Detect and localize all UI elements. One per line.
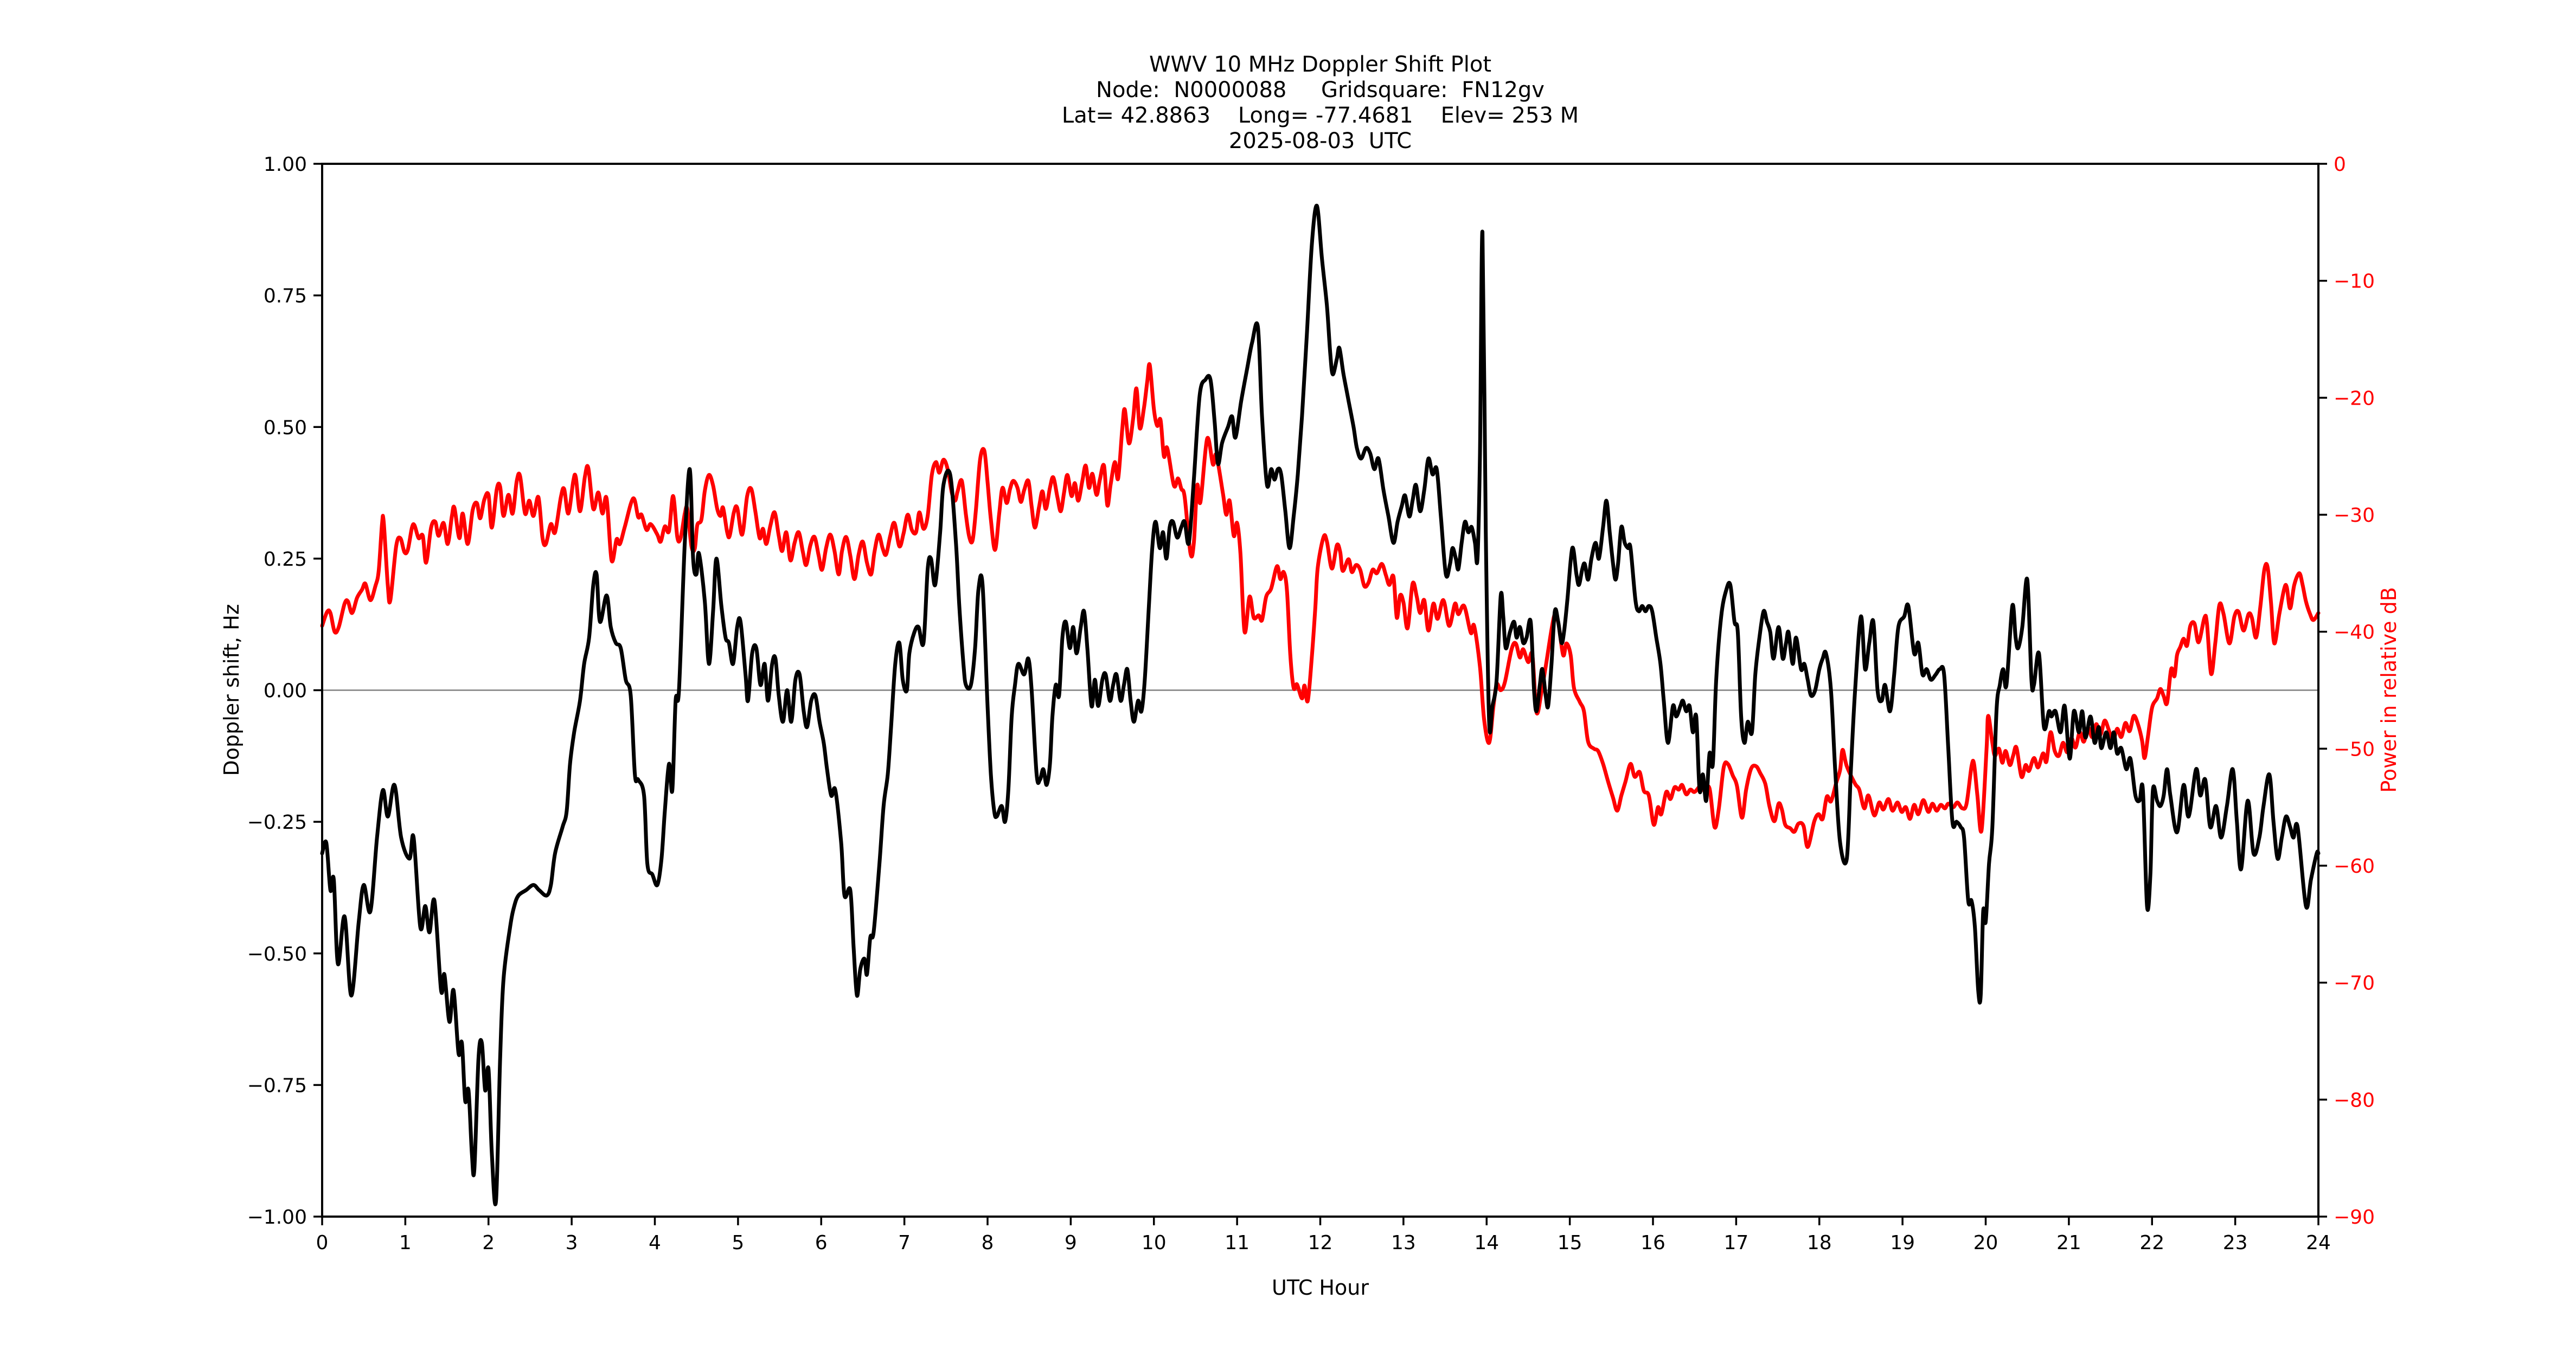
y-left-tick-label: −0.25: [247, 811, 307, 834]
x-tick-label: 11: [1225, 1232, 1249, 1254]
chart-title: WWV 10 MHz Doppler Shift Plot: [1149, 52, 1492, 77]
x-tick-label: 0: [316, 1232, 329, 1254]
y-left-tick-label: 0.50: [264, 417, 307, 439]
x-tick-label: 22: [2139, 1232, 2164, 1254]
x-tick-label: 9: [1065, 1232, 1077, 1254]
y-left-tick-label: 1.00: [264, 153, 307, 176]
y-left-tick-label: 0.75: [264, 285, 307, 308]
x-tick-label: 3: [566, 1232, 578, 1254]
x-tick-label: 1: [399, 1232, 412, 1254]
x-tick-label: 5: [732, 1232, 744, 1254]
x-tick-label: 17: [1723, 1232, 1748, 1254]
chart-subtitle-date: 2025-08-03 UTC: [1228, 129, 1412, 153]
y-right-tick-label: −40: [2334, 622, 2375, 644]
x-tick-label: 15: [1558, 1232, 1582, 1254]
y-left-tick-label: −1.00: [247, 1206, 307, 1229]
y-right-tick-label: −90: [2334, 1206, 2375, 1229]
x-tick-label: 20: [1973, 1232, 1998, 1254]
doppler_shift_hz-line: [320, 203, 2321, 1206]
x-tick-label: 8: [982, 1232, 994, 1254]
x-tick-label: 23: [2223, 1232, 2248, 1254]
x-tick-label: 10: [1142, 1232, 1167, 1254]
x-tick-label: 24: [2306, 1232, 2331, 1254]
y-left-tick-label: 0.00: [264, 680, 307, 702]
x-tick-label: 19: [1890, 1232, 1915, 1254]
y-left-tick-label: −0.50: [247, 943, 307, 965]
x-tick-label: 13: [1391, 1232, 1416, 1254]
y-right-tick-label: −10: [2334, 271, 2375, 293]
y-right-tick-label: −80: [2334, 1089, 2375, 1111]
x-tick-label: 2: [482, 1232, 495, 1254]
chart-title-block: WWV 10 MHz Doppler Shift Plot Node: N000…: [322, 52, 2318, 154]
y-right-tick-label: 0: [2334, 153, 2346, 176]
power_relative_db-line: [320, 362, 2321, 849]
x-tick-label: 4: [649, 1232, 661, 1254]
x-axis-label: UTC Hour: [1272, 1276, 1369, 1300]
x-tick-label: 21: [2056, 1232, 2081, 1254]
x-tick-label: 14: [1474, 1232, 1499, 1254]
y-right-tick-label: −50: [2334, 738, 2375, 760]
y-right-tick-label: −60: [2334, 855, 2375, 878]
y-left-tick-label: 0.25: [264, 548, 307, 571]
x-tick-label: 18: [1807, 1232, 1832, 1254]
y-left-tick-label: −0.75: [247, 1074, 307, 1097]
chart-subtitle-node: Node: N0000088 Gridsquare: FN12gv: [1096, 78, 1545, 103]
x-tick-label: 6: [815, 1232, 828, 1254]
y-right-tick-label: −30: [2334, 504, 2375, 527]
y-right-tick-label: −70: [2334, 973, 2375, 995]
y-right-tick-label: −20: [2334, 387, 2375, 410]
chart-subtitle-location: Lat= 42.8863 Long= -77.4681 Elev= 253 M: [1061, 103, 1579, 128]
x-tick-label: 16: [1641, 1232, 1665, 1254]
x-tick-label: 12: [1308, 1232, 1333, 1254]
x-tick-label: 7: [898, 1232, 911, 1254]
